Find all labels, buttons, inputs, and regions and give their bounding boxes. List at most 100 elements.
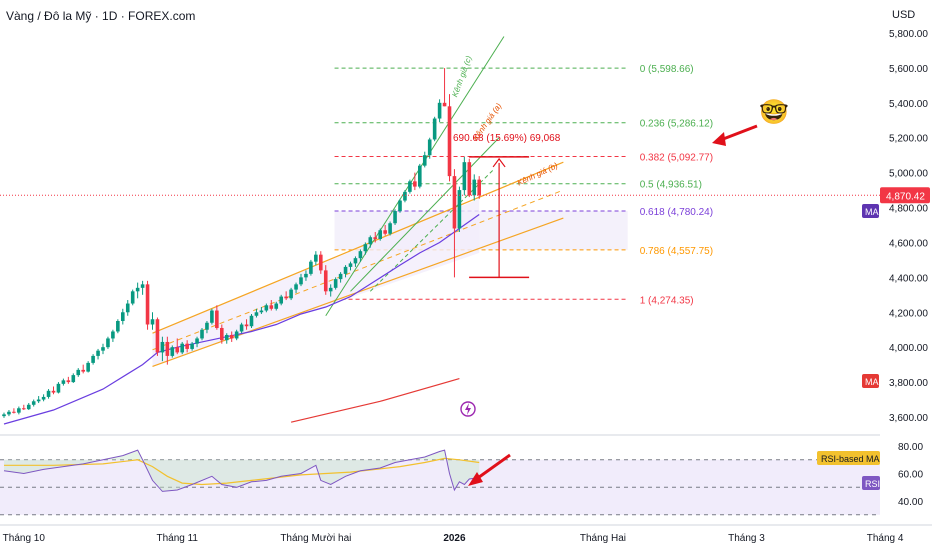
rsi-ma-line xyxy=(4,457,480,486)
rsi-line xyxy=(3,449,480,492)
fib-level-label: 0.382 (5,092.77) xyxy=(640,152,713,163)
time-axis-label: Tháng 10 xyxy=(3,533,46,544)
measure-arrow-head xyxy=(492,157,506,168)
candle-body xyxy=(205,322,209,330)
candle-body xyxy=(244,324,249,327)
candle-body xyxy=(284,296,288,299)
candle-body xyxy=(348,263,353,267)
candle-body xyxy=(46,390,51,397)
candle-body xyxy=(333,279,338,288)
candle-body xyxy=(17,408,21,413)
chart-title: Vàng / Đô la Mỹ · 1D · FOREX.com xyxy=(6,9,196,23)
candle-body xyxy=(86,362,90,372)
steep-channel-mid xyxy=(350,137,500,292)
candle-body xyxy=(388,223,392,234)
candle-body xyxy=(145,284,150,325)
rsi-overbought-fill xyxy=(4,450,480,492)
candle-body xyxy=(383,230,387,234)
ma20-line xyxy=(3,214,480,425)
time-axis-label: Tháng 3 xyxy=(728,533,765,544)
rsi-tag-text: RSI xyxy=(865,479,880,489)
candle-body xyxy=(299,277,303,285)
candle-body xyxy=(319,254,323,271)
candle-body xyxy=(12,411,16,413)
candle-body xyxy=(259,310,264,313)
ma20-tag xyxy=(862,204,879,218)
time-axis-label: Tháng Mười hai xyxy=(280,533,351,544)
candle-body xyxy=(165,341,170,356)
ma200-tag-text: MA xyxy=(865,377,879,387)
candle-body xyxy=(323,270,328,292)
fib-level-label: 0 (5,598.66) xyxy=(640,64,694,75)
candle-body xyxy=(279,296,283,304)
candle-body xyxy=(150,319,155,325)
candle-body xyxy=(422,155,427,166)
candle-body xyxy=(26,404,31,410)
candle-body xyxy=(393,211,397,224)
candle-body xyxy=(81,369,85,372)
candle-body xyxy=(125,303,130,313)
candle-body xyxy=(130,291,135,304)
candle-body xyxy=(467,162,472,196)
candle-body xyxy=(101,347,105,351)
lightning-icon xyxy=(460,401,476,417)
candle-body xyxy=(116,321,120,332)
candle-body xyxy=(22,408,26,410)
fib-level-label: 0.786 (4,557.75) xyxy=(640,246,713,257)
ma200-tag xyxy=(862,374,879,388)
channel-upper-line xyxy=(152,161,564,334)
candle-body xyxy=(155,319,160,353)
candle-body xyxy=(338,273,343,280)
candle-body xyxy=(373,237,378,239)
candle-body xyxy=(363,244,368,252)
candle-body xyxy=(2,414,6,417)
time-axis-label: Tháng 4 xyxy=(867,533,904,544)
candle-body xyxy=(195,338,199,344)
candle-body xyxy=(220,327,224,341)
candle-body xyxy=(7,411,11,415)
candle-body xyxy=(437,102,442,119)
candle-body xyxy=(309,261,313,274)
candle-body xyxy=(190,343,194,349)
candle-body xyxy=(403,191,407,201)
candle-body xyxy=(289,289,293,299)
candle-body xyxy=(36,399,41,402)
candle-body xyxy=(91,355,95,363)
price-tick-label: 5,000.00 xyxy=(889,169,928,180)
red-arrow-rsi-head xyxy=(468,472,483,486)
price-tick-label: 5,600.00 xyxy=(889,64,928,75)
price-tick-label: 5,200.00 xyxy=(889,134,928,145)
channel-label: Kênh giá (c) xyxy=(450,54,473,98)
candle-body xyxy=(66,380,71,383)
candle-body xyxy=(229,334,234,339)
candle-body xyxy=(200,329,204,339)
candle-body xyxy=(358,251,363,259)
rsi-tick-label: 60.00 xyxy=(898,470,923,481)
candle-body xyxy=(76,369,81,376)
candle-body xyxy=(121,312,125,321)
channel-fill xyxy=(152,198,480,367)
candle-body xyxy=(413,181,417,187)
candle-body xyxy=(160,341,165,353)
price-tick-label: 5,400.00 xyxy=(889,99,928,110)
red-arrow-rsi xyxy=(474,453,511,482)
price-tick-label: 4,000.00 xyxy=(889,343,928,354)
price-tick-label: 4,600.00 xyxy=(889,238,928,249)
candle-body xyxy=(427,139,432,156)
candle-body xyxy=(140,284,145,288)
ma20-tag-text: MA xyxy=(865,207,879,217)
candle-body xyxy=(61,380,66,384)
fib-level-label: 0.236 (5,286.12) xyxy=(640,119,713,130)
candle-body xyxy=(418,165,422,187)
candle-body xyxy=(378,230,382,239)
price-tick-label: 4,800.00 xyxy=(889,204,928,215)
rsi-tag xyxy=(862,476,880,490)
currency-label: USD xyxy=(892,9,916,21)
candle-body xyxy=(239,324,244,332)
candle-body xyxy=(111,331,115,339)
fib-level-label: 0.5 (4,936.51) xyxy=(640,180,702,191)
rsi-tick-label: 80.00 xyxy=(898,442,923,453)
candle-body xyxy=(452,176,457,229)
time-axis-label: Tháng 11 xyxy=(156,533,198,544)
